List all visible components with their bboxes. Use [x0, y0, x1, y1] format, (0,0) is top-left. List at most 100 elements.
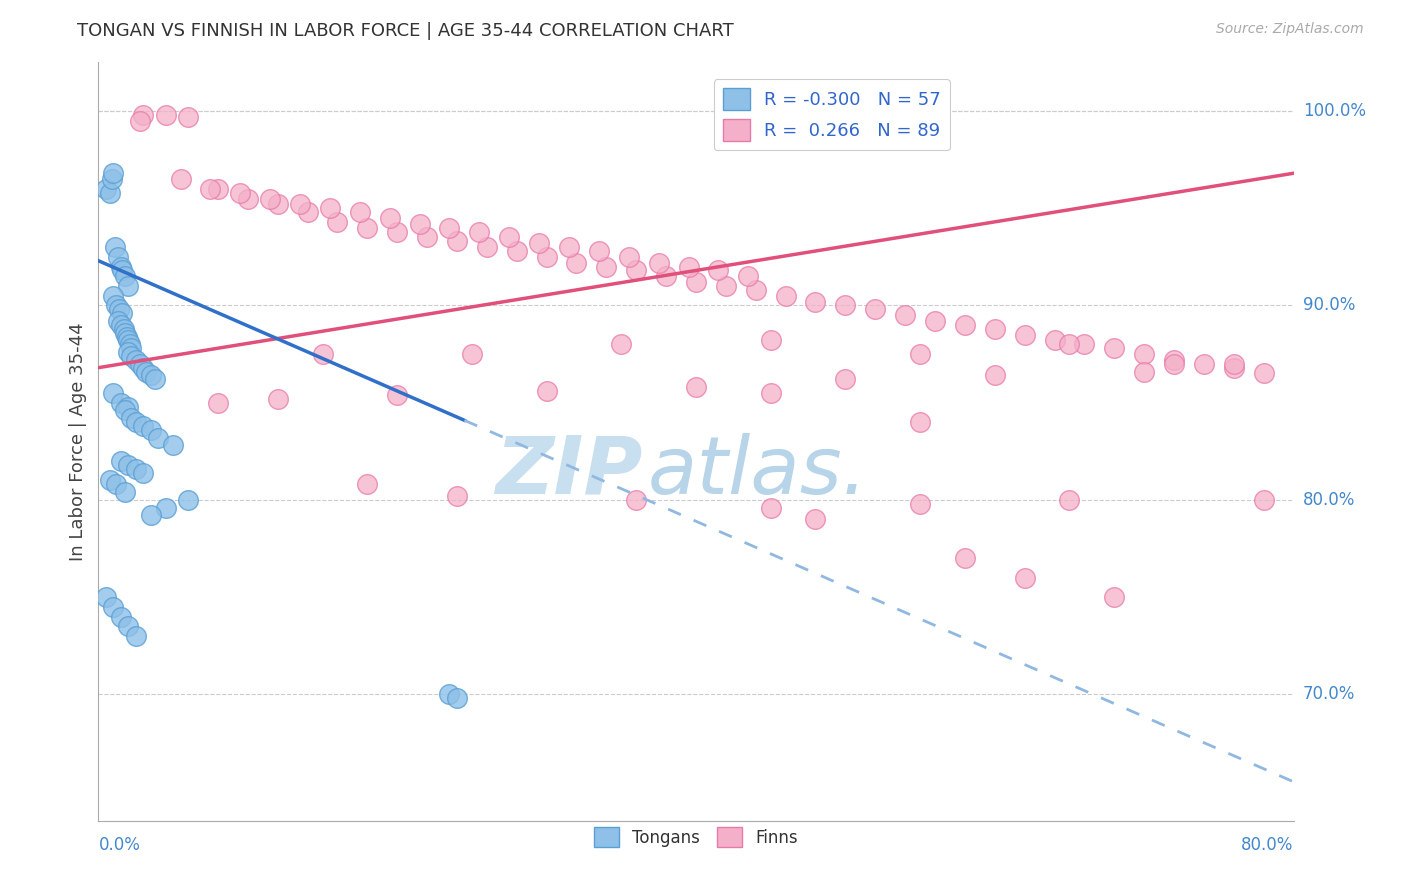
Point — [117, 345, 139, 359]
Point — [155, 500, 177, 515]
Point — [759, 386, 782, 401]
Point — [132, 360, 155, 375]
Point — [319, 201, 342, 215]
Point — [1059, 492, 1081, 507]
Point — [117, 334, 139, 348]
Point — [1163, 357, 1185, 371]
Point — [953, 318, 976, 332]
Point — [105, 477, 128, 491]
Point — [103, 289, 125, 303]
Point — [446, 691, 468, 706]
Point — [117, 619, 139, 633]
Point — [143, 372, 166, 386]
Point — [349, 205, 371, 219]
Point — [125, 462, 148, 476]
Point — [908, 347, 931, 361]
Text: 90.0%: 90.0% — [1303, 296, 1355, 315]
Point — [685, 380, 707, 394]
Point — [111, 306, 134, 320]
Text: 80.0%: 80.0% — [1303, 491, 1355, 508]
Point — [385, 225, 409, 239]
Point — [148, 431, 170, 445]
Point — [1104, 341, 1126, 355]
Point — [834, 372, 856, 386]
Point — [125, 352, 148, 367]
Point — [536, 384, 558, 398]
Point — [834, 298, 856, 312]
Text: TONGAN VS FINNISH IN LABOR FORCE | AGE 35-44 CORRELATION CHART: TONGAN VS FINNISH IN LABOR FORCE | AGE 3… — [77, 22, 734, 40]
Point — [267, 197, 290, 211]
Point — [439, 220, 461, 235]
Text: 100.0%: 100.0% — [1303, 102, 1367, 120]
Point — [1253, 492, 1275, 507]
Point — [114, 403, 136, 417]
Point — [326, 215, 349, 229]
Point — [1163, 352, 1185, 367]
Point — [1073, 337, 1095, 351]
Point — [685, 275, 707, 289]
Text: 0.0%: 0.0% — [98, 836, 141, 854]
Point — [1253, 367, 1275, 381]
Text: 80.0%: 80.0% — [1241, 836, 1294, 854]
Point — [162, 438, 184, 452]
Point — [1133, 347, 1156, 361]
Point — [117, 279, 139, 293]
Point — [595, 260, 617, 274]
Point — [104, 240, 127, 254]
Point — [1104, 590, 1126, 604]
Point — [498, 230, 520, 244]
Point — [1223, 357, 1246, 371]
Point — [446, 489, 468, 503]
Point — [139, 508, 162, 523]
Point — [1043, 334, 1066, 348]
Text: ZIP: ZIP — [495, 433, 643, 511]
Point — [461, 347, 484, 361]
Y-axis label: In Labor Force | Age 35-44: In Labor Force | Age 35-44 — [69, 322, 87, 561]
Point — [439, 687, 461, 701]
Point — [1014, 571, 1036, 585]
Point — [114, 326, 136, 340]
Point — [1133, 365, 1156, 379]
Point — [1192, 357, 1215, 371]
Text: Source: ZipAtlas.com: Source: ZipAtlas.com — [1216, 22, 1364, 37]
Point — [259, 192, 281, 206]
Point — [110, 609, 132, 624]
Point — [745, 283, 768, 297]
Point — [267, 392, 290, 406]
Point — [610, 337, 633, 351]
Point — [114, 485, 136, 500]
Point — [108, 302, 131, 317]
Point — [110, 318, 132, 332]
Legend: Tongans, Finns: Tongans, Finns — [588, 821, 804, 854]
Point — [416, 230, 439, 244]
Point — [588, 244, 610, 258]
Point — [297, 205, 319, 219]
Point — [110, 260, 132, 274]
Point — [759, 334, 782, 348]
Point — [117, 458, 139, 472]
Point — [1014, 327, 1036, 342]
Point — [311, 347, 333, 361]
Point — [120, 349, 142, 363]
Point — [865, 302, 887, 317]
Point — [107, 314, 129, 328]
Point — [132, 466, 155, 480]
Point — [953, 551, 976, 566]
Point — [378, 211, 401, 225]
Point — [475, 240, 498, 254]
Point — [236, 192, 259, 206]
Point — [536, 250, 558, 264]
Point — [110, 454, 132, 468]
Point — [115, 329, 138, 343]
Point — [1059, 337, 1081, 351]
Point — [118, 337, 141, 351]
Point — [468, 225, 491, 239]
Point — [558, 240, 581, 254]
Point — [775, 289, 797, 303]
Point — [527, 236, 550, 251]
Point — [804, 512, 827, 526]
Point — [107, 250, 129, 264]
Point — [98, 474, 122, 488]
Point — [804, 294, 827, 309]
Point — [356, 220, 378, 235]
